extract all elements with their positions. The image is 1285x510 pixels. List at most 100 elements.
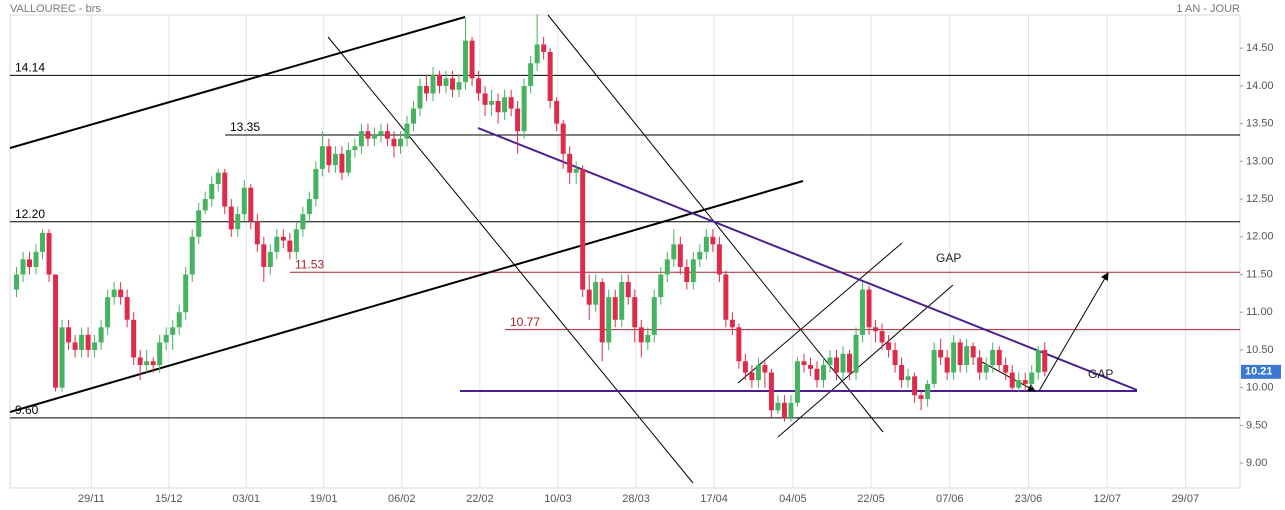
trend-line [547,14,884,433]
candle-body [606,297,612,343]
candle-body [150,361,156,366]
candle-body [443,78,449,86]
candle-body [40,233,46,252]
channel-line [777,284,954,438]
candle-body [560,123,566,154]
candle-body [794,361,800,403]
candle-body [716,244,722,275]
candle-body [371,134,377,139]
x-tick-label: 22/02 [466,493,494,505]
candle-body [170,327,176,335]
y-tick-label: 14.00 [1246,80,1274,92]
y-tick-label: 10.00 [1246,382,1274,394]
candle-body [378,131,384,135]
candle-body [690,259,696,283]
candle-body [827,357,833,366]
candle-body [658,274,664,298]
candle-body [944,357,950,373]
x-tick-label: 28/03 [622,493,650,505]
candle-body [990,349,996,366]
candle-body [280,236,286,241]
candle-body [495,101,501,113]
candle-body [20,259,26,275]
candle-body [404,123,410,139]
x-tick-label: 12/07 [1093,493,1121,505]
x-tick-label: 03/01 [232,493,260,505]
candle-body [326,146,332,166]
trend-line [9,16,466,149]
candles [14,14,1048,422]
candle-body [410,108,416,124]
candle-body [1016,380,1022,388]
candle-body [820,365,826,381]
last-price-tag [1241,364,1281,379]
candle-body [957,342,963,366]
candle-body [547,51,553,101]
candle-body [437,74,443,86]
candle-body [235,214,241,230]
candle-body [970,346,976,358]
candle-body [645,334,651,343]
candle-body [228,206,234,230]
candle-body [951,342,957,373]
candle-body [938,349,944,358]
candle-body [703,236,709,252]
candle-body [638,327,644,343]
candle-body [768,372,774,411]
candle-body [332,153,338,166]
candle-body [1035,349,1041,373]
candle-body [710,236,716,245]
candle-body [27,259,33,267]
candle-body [541,44,547,52]
candle-body [775,402,781,411]
y-tick-label: 9.00 [1246,457,1267,469]
candle-body [625,282,631,298]
candle-body [567,153,573,173]
candle-body [417,85,423,109]
x-tick-label: 07/06 [936,493,964,505]
x-tick-label: 23/06 [1015,493,1043,505]
candle-body [697,251,703,260]
candle-body [521,85,527,132]
candle-body [912,376,918,396]
candle-body [664,259,670,275]
candle-body [925,383,931,399]
x-tick-label: 22/05 [857,493,885,505]
y-tick-label: 12.00 [1246,231,1274,243]
candle-body [424,85,430,94]
candle-body [209,183,215,200]
candle-body [261,244,267,267]
candle-body [619,282,625,320]
candle-body [651,297,657,335]
candle-body [742,361,748,373]
candle-body [300,214,306,230]
y-tick-label: 10.50 [1246,344,1274,356]
candle-body [873,327,879,332]
grid [90,15,1186,488]
candle-body [853,334,859,373]
candle-body [222,172,228,207]
candle-body [801,361,807,366]
candle-body [580,168,586,290]
candle-body [274,236,280,252]
candle-body [528,63,534,86]
candle-body [749,372,755,381]
candle-body [287,240,293,252]
x-tick-label: 19/01 [310,493,338,505]
candle-body [352,146,358,151]
candle-body [964,346,970,366]
candle-body [157,342,163,366]
candle-body [502,97,508,113]
candle-body [384,131,390,139]
candle-body [684,266,690,283]
candle-body [586,289,592,305]
x-tick-label: 06/02 [388,493,416,505]
candle-body [534,44,540,64]
candle-body [111,289,117,298]
candle-body [489,101,495,105]
candle-body [46,233,52,275]
candle-body [319,146,325,169]
candle-body [313,168,319,200]
candle-body [762,365,768,373]
y-tick-label: 13.50 [1246,118,1274,130]
